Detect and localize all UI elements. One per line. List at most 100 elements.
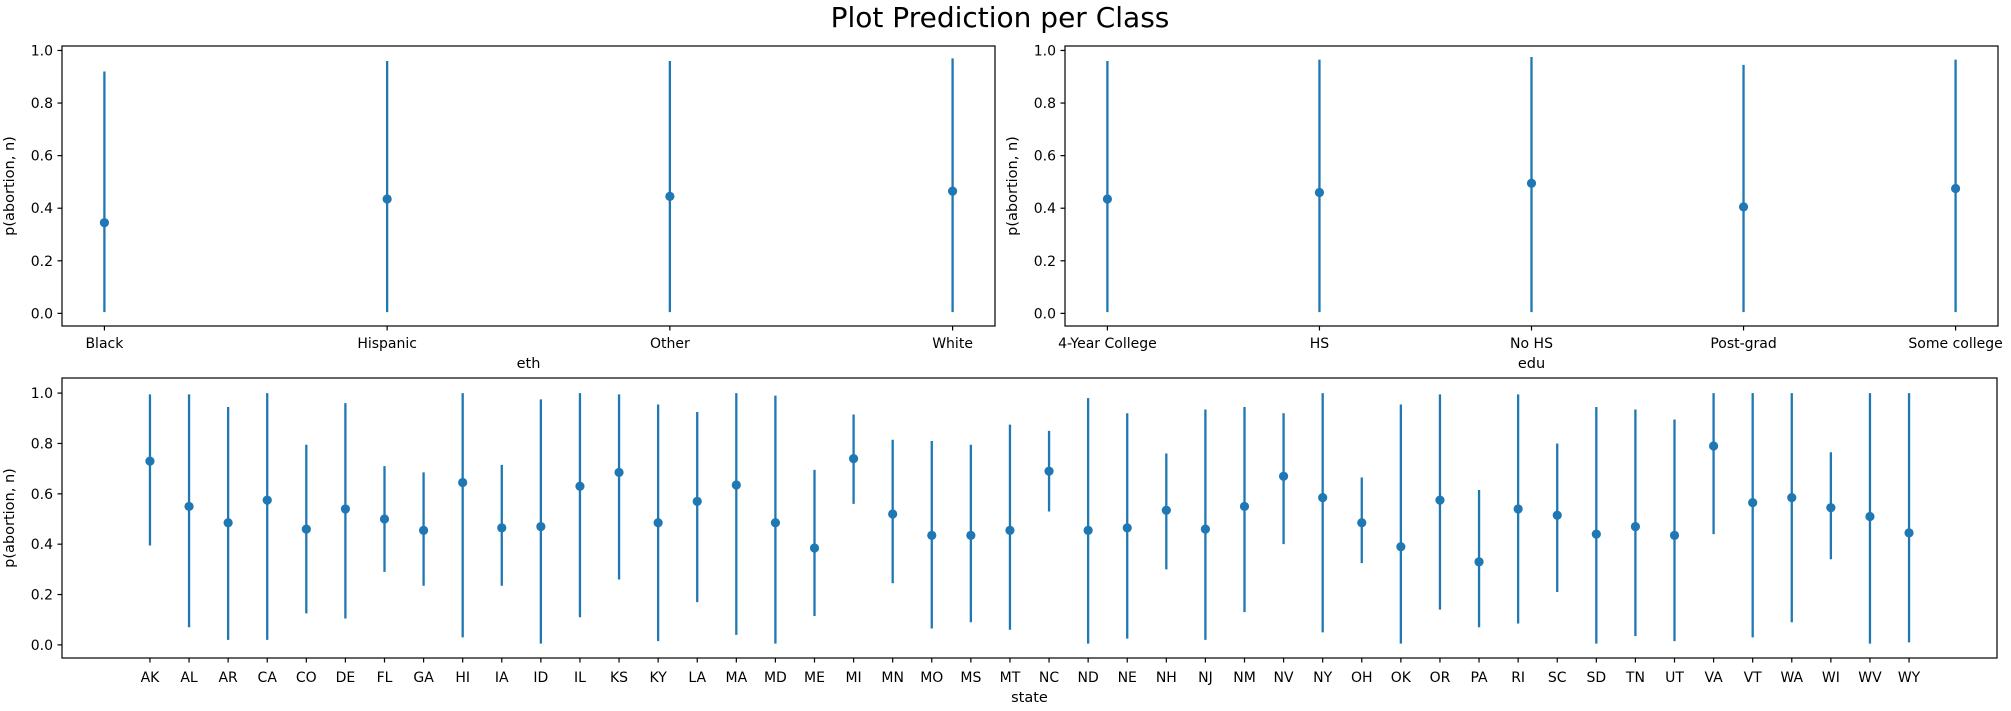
data-point-ID	[536, 521, 546, 532]
data-point-VT	[1748, 498, 1758, 508]
data-point-Post-grad	[1738, 202, 1749, 212]
x-tick-label-Post-grad: Post-grad	[1710, 336, 1776, 352]
x-tick-label-ID: ID	[533, 670, 548, 686]
data-point-OH	[1357, 518, 1367, 528]
x-tick-label-White: White	[932, 336, 973, 352]
x-tick-label-AR: AR	[218, 670, 238, 686]
data-point-LA	[692, 496, 702, 506]
x-tick-label-CA: CA	[258, 670, 278, 686]
y-tick-label-edu: 0.2	[1034, 254, 1056, 270]
y-tick-label-state: 0.4	[31, 537, 53, 553]
data-point-TN	[1630, 521, 1641, 532]
data-point-IA	[497, 523, 507, 533]
data-point-RI	[1513, 504, 1523, 514]
data-point-NM	[1239, 501, 1250, 512]
y-tick-label-state: 0.6	[31, 487, 53, 503]
data-point-KS	[614, 467, 624, 478]
x-tick-label-TN: TN	[1625, 670, 1645, 686]
x-tick-label-MO: MO	[920, 670, 943, 686]
data-point-MD	[770, 518, 781, 528]
x-tick-label-IL: IL	[574, 670, 586, 686]
y-tick-label-eth: 0.2	[31, 254, 53, 270]
data-point-MN	[888, 509, 898, 519]
x-tick-label-PA: PA	[1470, 670, 1488, 686]
y-tick-label-eth: 0.4	[31, 201, 53, 217]
x-tick-label-Hispanic: Hispanic	[357, 336, 417, 352]
x-tick-label-DE: DE	[336, 670, 356, 686]
data-point-SC	[1552, 510, 1562, 520]
x-tick-label-KS: KS	[610, 670, 628, 686]
data-point-CA	[262, 495, 272, 505]
x-tick-label-IA: IA	[495, 670, 509, 686]
axes-spine-eth	[61, 45, 996, 327]
x-tick-label-NC: NC	[1039, 670, 1059, 686]
y-tick-label-state: 0.8	[31, 436, 53, 452]
x-tick-label-HS: HS	[1310, 336, 1330, 352]
data-point-VA	[1708, 441, 1719, 451]
x-tick-label-LA: LA	[688, 670, 706, 686]
x-tick-label-WA: WA	[1780, 670, 1803, 686]
x-tick-label-NH: NH	[1156, 670, 1177, 686]
x-tick-label-ME: ME	[804, 670, 825, 686]
x-tick-label-4-Year College: 4-Year College	[1058, 336, 1157, 352]
data-point-4-Year College	[1102, 194, 1113, 204]
data-point-NC	[1044, 466, 1054, 476]
data-point-NJ	[1200, 524, 1211, 534]
data-point-AK	[145, 456, 155, 466]
data-point-AL	[184, 501, 194, 512]
y-tick-label-edu: 0.0	[1034, 306, 1056, 322]
data-point-WA	[1787, 493, 1797, 503]
y-tick-label-state: 1.0	[31, 386, 53, 402]
x-tick-label-NM: NM	[1233, 670, 1256, 686]
data-point-NE	[1122, 523, 1132, 533]
y-tick-label-edu: 0.4	[1034, 201, 1056, 217]
x-tick-label-OK: OK	[1391, 670, 1412, 686]
x-axis-label-eth: eth	[517, 356, 541, 372]
y-tick-label-edu: 0.6	[1034, 149, 1056, 165]
y-axis-label-state: p(abortion, n)	[2, 468, 18, 568]
x-tick-label-NJ: NJ	[1198, 670, 1213, 686]
data-point-WI	[1826, 503, 1836, 513]
y-tick-label-eth: 0.8	[31, 96, 53, 112]
x-tick-label-AK: AK	[141, 670, 161, 686]
data-point-Hispanic	[382, 194, 392, 204]
data-point-KY	[653, 518, 663, 528]
x-tick-label-MS: MS	[960, 670, 981, 686]
x-tick-label-MI: MI	[845, 670, 861, 686]
data-point-MS	[966, 530, 976, 540]
data-point-UT	[1669, 530, 1680, 540]
x-tick-label-Black: Black	[85, 336, 124, 352]
data-point-MI	[848, 453, 859, 464]
x-tick-label-OR: OR	[1430, 670, 1451, 686]
y-axis-label-eth: p(abortion, n)	[2, 136, 18, 236]
x-tick-label-UT: UT	[1665, 670, 1684, 686]
x-tick-label-CO: CO	[296, 670, 317, 686]
x-axis-label-edu: edu	[1518, 356, 1545, 372]
y-tick-label-state: 0.0	[31, 638, 53, 654]
data-point-NV	[1278, 471, 1289, 481]
data-point-WY	[1904, 528, 1914, 538]
y-tick-label-edu: 0.8	[1034, 96, 1056, 112]
x-tick-label-WY: WY	[1898, 670, 1921, 686]
data-point-HI	[458, 477, 468, 488]
data-point-OR	[1435, 495, 1445, 505]
data-point-Some college	[1950, 183, 1961, 194]
x-tick-label-No HS: No HS	[1510, 336, 1553, 352]
x-tick-label-SC: SC	[1548, 670, 1567, 686]
x-tick-label-GA: GA	[413, 670, 434, 686]
figure-title: Plot Prediction per Class	[830, 1, 1170, 34]
data-point-OK	[1396, 542, 1406, 552]
data-point-ME	[809, 543, 820, 553]
x-tick-label-VT: VT	[1744, 670, 1763, 686]
data-point-MT	[1005, 525, 1015, 535]
data-point-GA	[418, 525, 429, 535]
x-tick-label-WI: WI	[1822, 670, 1840, 686]
x-tick-label-MT: MT	[1000, 670, 1021, 686]
y-tick-label-edu: 1.0	[1034, 43, 1056, 59]
x-tick-label-NE: NE	[1118, 670, 1137, 686]
y-tick-label-eth: 1.0	[31, 43, 53, 59]
x-tick-label-ND: ND	[1078, 670, 1099, 686]
y-axis-label-edu: p(abortion, n)	[1005, 136, 1021, 236]
